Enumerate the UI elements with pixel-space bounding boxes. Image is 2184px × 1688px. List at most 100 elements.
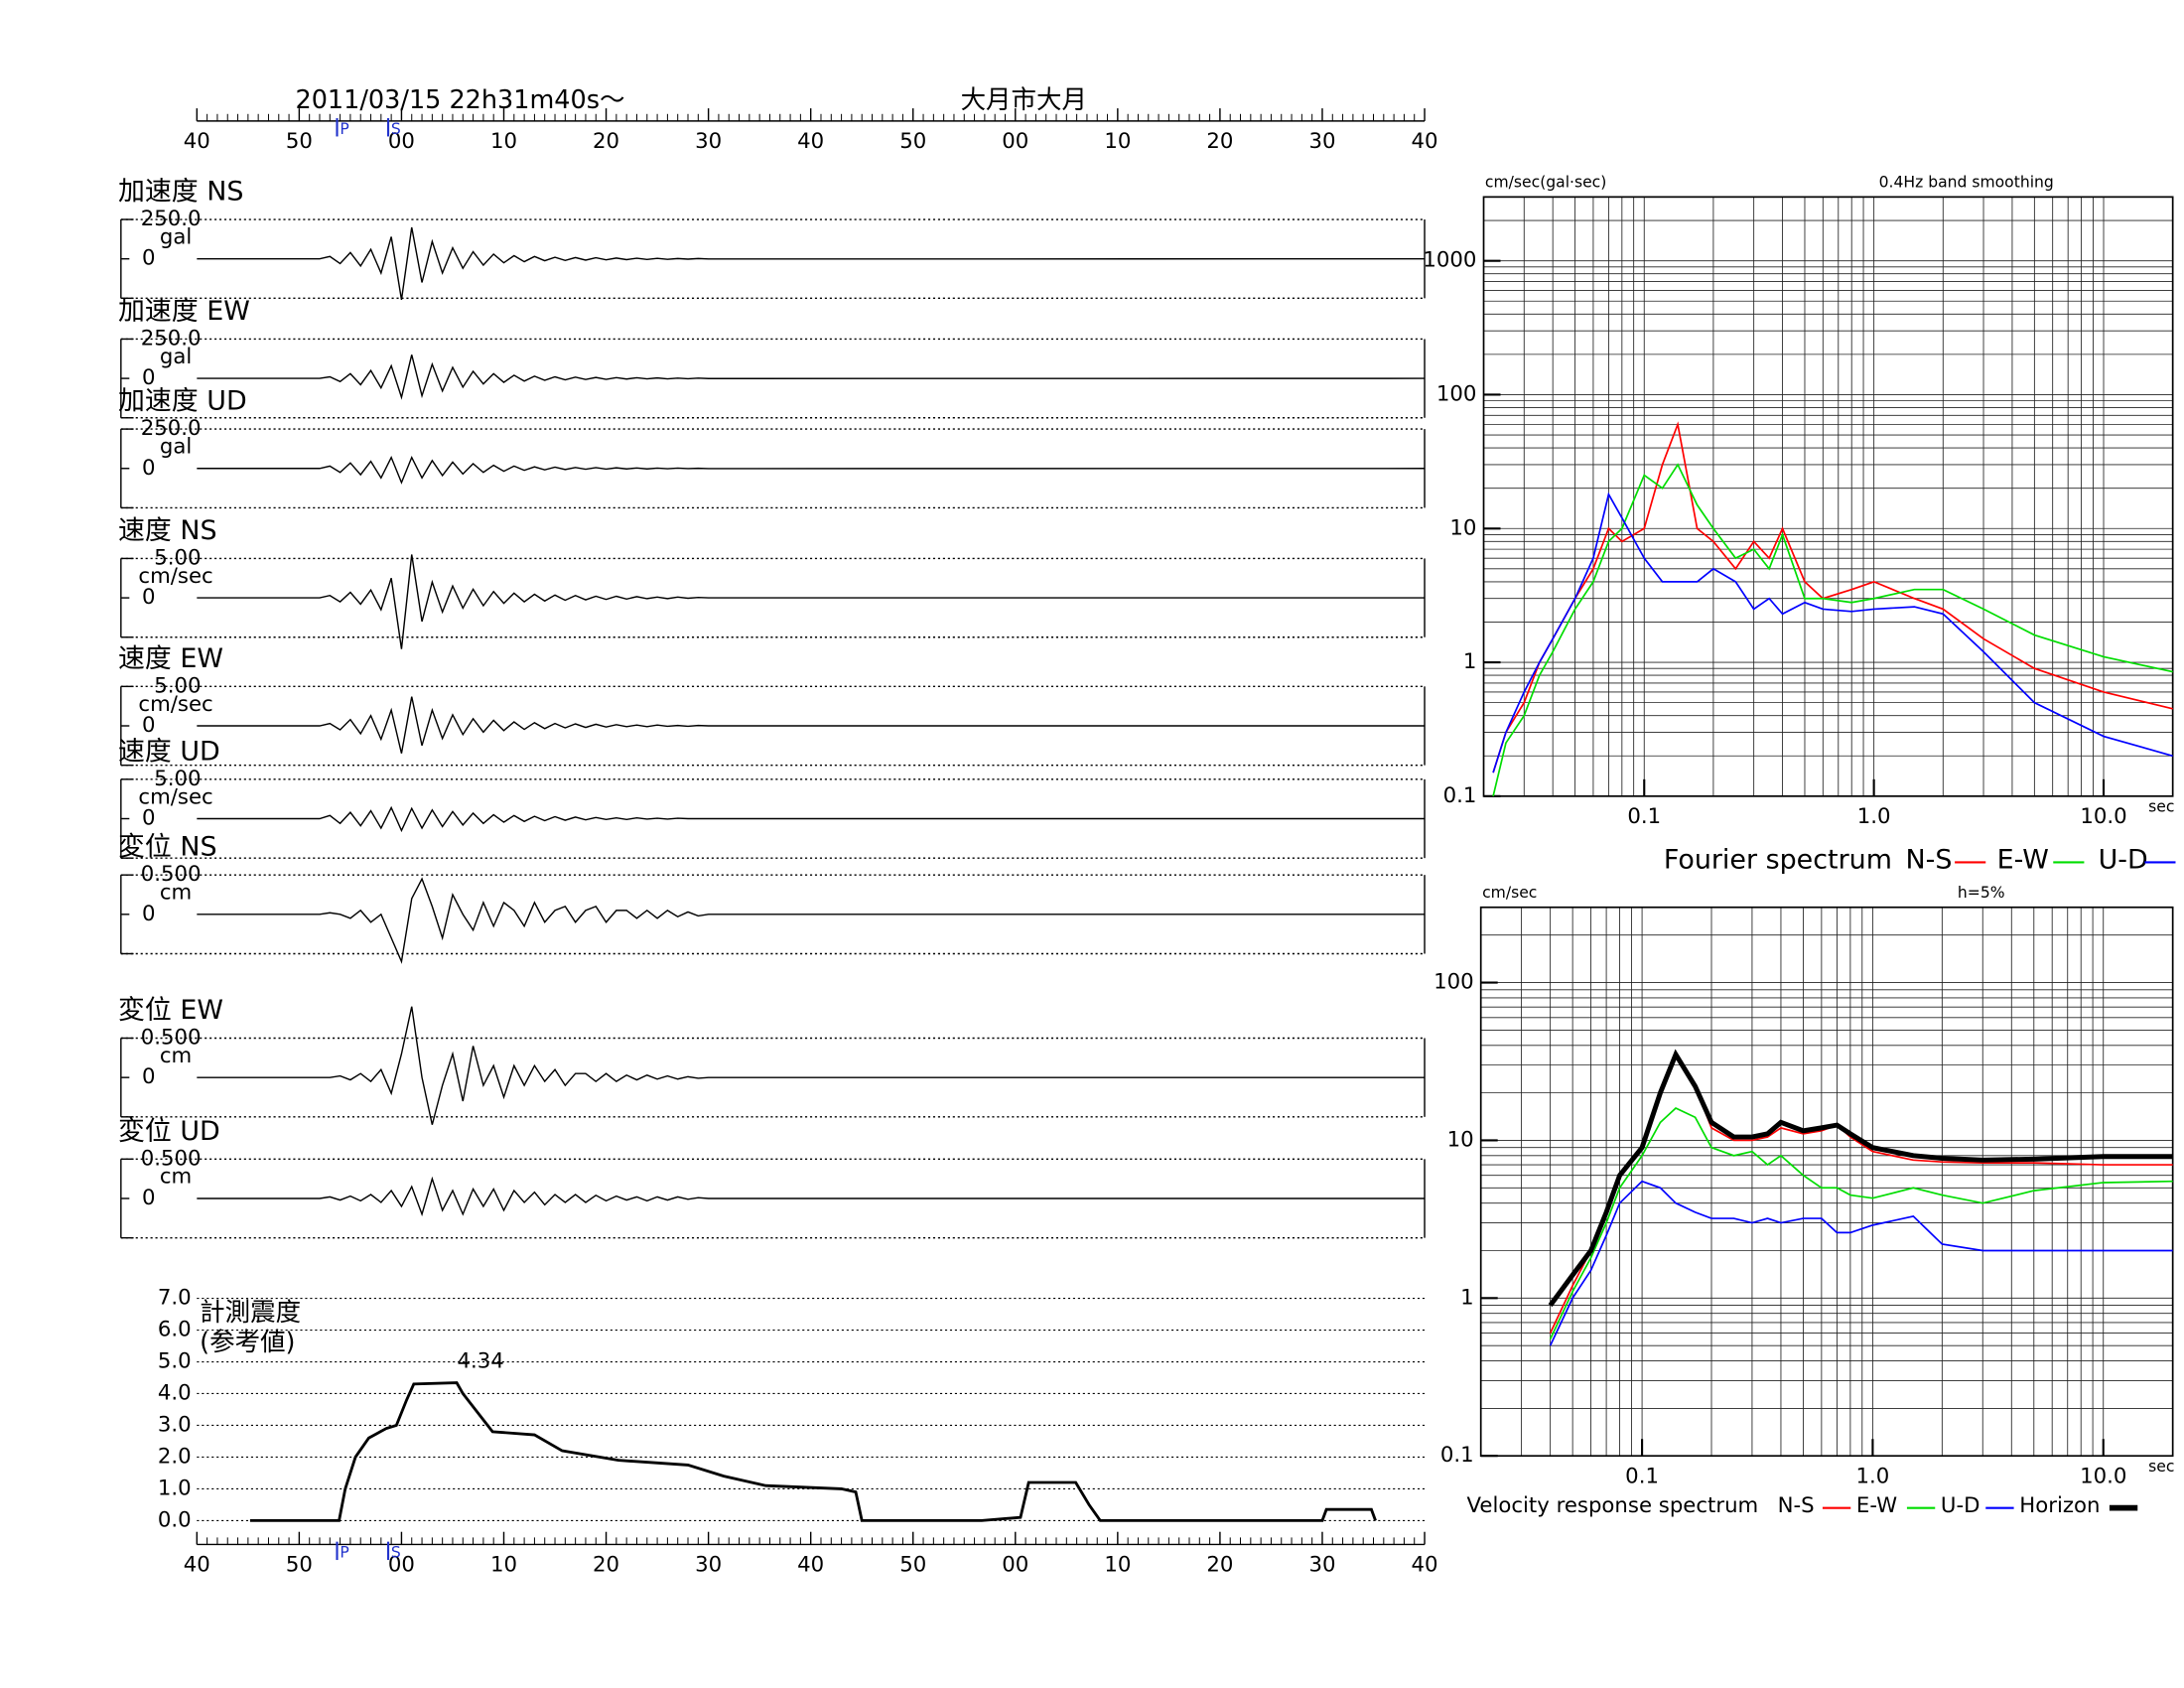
phase-label: P	[340, 120, 348, 138]
time-tick-label: 00	[1002, 129, 1028, 154]
y-tick-label: 3.0	[158, 1412, 192, 1437]
y-tick-label: 250.0	[141, 416, 202, 441]
time-tick-label: 00	[388, 1553, 415, 1578]
time-tick-label: 00	[388, 129, 415, 154]
y-tick-label: 0	[142, 713, 156, 738]
phase-label: S	[391, 1543, 401, 1561]
y-tick-label: 0.500	[141, 1025, 202, 1050]
legend-label: U-D	[1941, 1493, 1980, 1518]
unit-label: cm/sec	[138, 564, 212, 589]
x-unit: sec	[2148, 798, 2174, 816]
y-tick-label: 0	[142, 456, 156, 481]
spectrum-line	[1492, 492, 2173, 774]
x-tick-label: 0.1	[1625, 1464, 1659, 1488]
y-tick-label: 0	[142, 1064, 156, 1089]
y-tick-label: 0.1	[1443, 783, 1477, 808]
trace-title: 変位 NS	[118, 832, 217, 863]
y-tick-label: 0.500	[141, 1146, 202, 1171]
time-tick-label: 10	[1104, 1553, 1131, 1578]
y-tick-label: 2.0	[158, 1444, 192, 1469]
legend-label: N-S	[1778, 1493, 1815, 1518]
unit-label: gal	[160, 435, 192, 460]
x-tick-label: 1.0	[1856, 1464, 1890, 1488]
legend-label: E-W	[1997, 844, 2049, 875]
time-tick-label: 10	[490, 1553, 517, 1578]
spectrum-title: Velocity response spectrum	[1467, 1493, 1759, 1518]
y-tick-label: 250.0	[141, 207, 202, 231]
x-tick-label: 10.0	[2080, 804, 2126, 829]
y-unit: cm/sec	[1482, 884, 1537, 902]
time-tick-label: 50	[286, 1553, 313, 1578]
note: h=5%	[1958, 884, 2005, 902]
y-tick-label: 0	[142, 902, 156, 926]
y-tick-label: 250.0	[141, 326, 202, 351]
y-unit: cm/sec(gal·sec)	[1485, 174, 1606, 192]
unit-label: cm	[160, 1165, 192, 1190]
y-tick-label: 100	[1433, 970, 1474, 995]
x-tick-label: 1.0	[1857, 804, 1891, 829]
legend-label: Horizon	[2019, 1493, 2100, 1518]
unit-label: cm/sec	[138, 692, 212, 717]
unit-label: cm	[160, 881, 192, 906]
station: 大月市大月	[961, 85, 1087, 115]
trace-title: 変位 UD	[118, 1116, 220, 1147]
time-tick-label: 50	[899, 1553, 926, 1578]
legend-label: U-D	[2099, 844, 2148, 875]
spectrum-line	[1549, 1106, 2173, 1339]
unit-label: cm/sec	[138, 784, 212, 809]
y-tick-label: 4.0	[158, 1380, 192, 1405]
y-tick-label: 0.0	[158, 1507, 192, 1532]
waveform	[197, 1006, 1426, 1125]
time-tick-label: 50	[286, 129, 313, 154]
spectrum-line	[1548, 1049, 2173, 1308]
trace-title: 速度 UD	[118, 736, 220, 767]
intensity-line	[249, 1381, 1377, 1522]
y-tick-label: 0	[142, 806, 156, 831]
unit-label: gal	[160, 224, 192, 249]
waveform	[197, 226, 1426, 301]
trace-title: 加速度 UD	[118, 386, 247, 417]
phase-label: P	[340, 1543, 348, 1561]
intensity-title: 計測震度	[200, 1298, 301, 1328]
time-tick-label: 10	[490, 129, 517, 154]
x-tick-label: 0.1	[1627, 804, 1661, 829]
phase-label: S	[391, 120, 401, 138]
trace-title: 加速度 NS	[118, 177, 243, 208]
unit-label: cm	[160, 1044, 192, 1068]
time-tick-label: 40	[797, 1553, 824, 1578]
time-tick-label: 20	[1206, 129, 1233, 154]
y-tick-label: 0	[142, 585, 156, 610]
y-tick-label: 7.0	[158, 1286, 192, 1311]
waveform	[197, 1176, 1426, 1217]
waveform	[197, 877, 1426, 964]
spectrum-title: Fourier spectrum	[1664, 844, 1892, 875]
y-tick-label: 5.00	[154, 673, 201, 698]
time-tick-label: 10	[1104, 129, 1131, 154]
y-tick-label: 0	[142, 246, 156, 271]
intensity-subtitle: (参考値)	[200, 1328, 295, 1357]
y-tick-label: 5.00	[154, 545, 201, 570]
time-tick-label: 40	[1412, 129, 1438, 154]
y-tick-label: 10	[1447, 1127, 1474, 1152]
legend-label: N-S	[1906, 844, 1953, 875]
time-tick-label: 50	[899, 129, 926, 154]
trace-title: 加速度 EW	[118, 296, 250, 327]
y-tick-label: 0.500	[141, 862, 202, 887]
time-tick-label: 20	[1206, 1553, 1233, 1578]
datetime: 2011/03/15 22h31m40s〜	[295, 85, 624, 115]
time-tick-label: 20	[593, 1553, 619, 1578]
waveform	[197, 354, 1426, 400]
time-tick-label: 40	[1412, 1553, 1438, 1578]
time-tick-label: 40	[797, 129, 824, 154]
spectrum-line	[1492, 463, 2173, 797]
x-unit: sec	[2148, 1458, 2174, 1476]
y-tick-label: 0.1	[1440, 1443, 1474, 1468]
x-tick-label: 10.0	[2080, 1464, 2126, 1488]
y-tick-label: 1	[1463, 649, 1477, 674]
time-tick-label: 00	[1002, 1553, 1028, 1578]
spectrum-line	[1549, 1180, 2173, 1346]
trace-title: 速度 EW	[118, 643, 223, 674]
time-tick-label: 30	[1308, 1553, 1335, 1578]
